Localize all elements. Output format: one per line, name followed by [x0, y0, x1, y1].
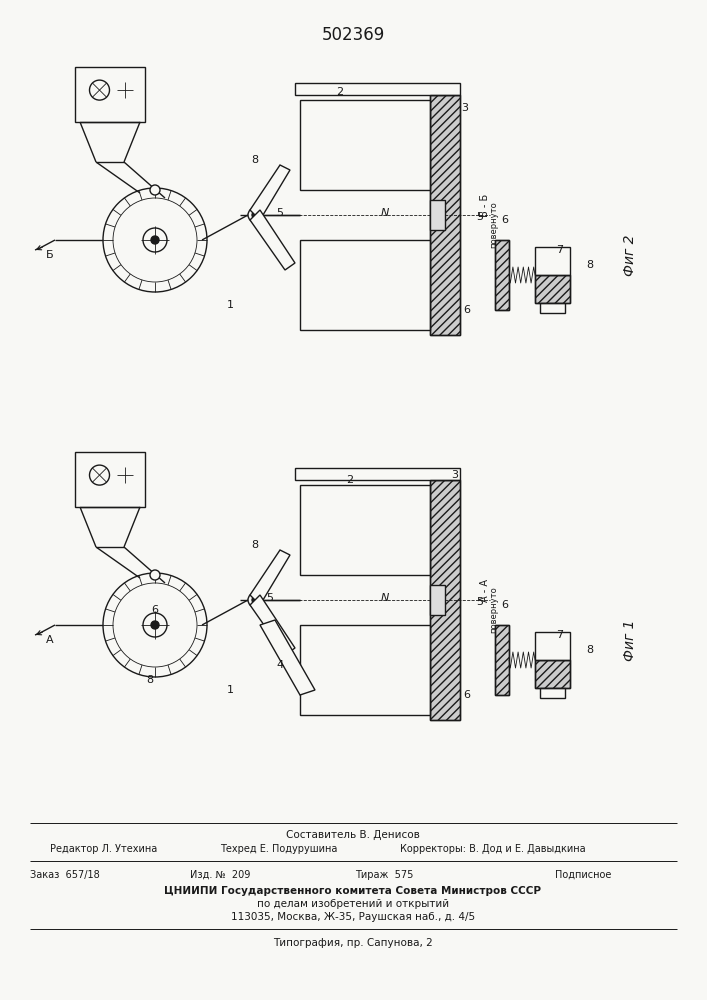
Circle shape: [252, 212, 258, 218]
Text: 7: 7: [556, 245, 563, 255]
Text: 3: 3: [462, 103, 469, 113]
Bar: [535, 632, 570, 660]
Bar: [540, 688, 565, 698]
Bar: [535, 275, 570, 303]
Bar: [535, 660, 570, 688]
Bar: [415, 630, 430, 710]
Text: Фиг 2: Фиг 2: [623, 234, 637, 276]
Text: 6: 6: [464, 305, 470, 315]
Text: по делам изобретений и открытий: по делам изобретений и открытий: [257, 899, 449, 909]
Circle shape: [252, 597, 258, 603]
Bar: [535, 660, 570, 688]
Bar: [495, 625, 509, 695]
Bar: [495, 240, 509, 310]
Polygon shape: [260, 620, 315, 695]
Circle shape: [143, 613, 167, 637]
Bar: [430, 95, 460, 335]
Text: ЦНИИПИ Государственного комитета Совета Министров СССР: ЦНИИПИ Государственного комитета Совета …: [165, 886, 542, 896]
Bar: [300, 485, 430, 575]
Bar: [535, 247, 570, 275]
Text: 8: 8: [586, 260, 594, 270]
Text: А - А: А - А: [480, 578, 490, 601]
Circle shape: [248, 593, 262, 607]
Circle shape: [150, 185, 160, 195]
Bar: [295, 83, 460, 95]
Text: 6: 6: [464, 690, 470, 700]
Text: 6: 6: [501, 215, 508, 225]
Text: 2: 2: [346, 475, 354, 485]
Bar: [300, 625, 430, 715]
Text: 8: 8: [252, 540, 259, 550]
Text: 6: 6: [501, 600, 508, 610]
Circle shape: [151, 621, 159, 629]
Text: Подписное: Подписное: [555, 870, 612, 880]
Text: 8: 8: [146, 675, 153, 685]
Circle shape: [151, 236, 159, 244]
Text: Типография, пр. Сапунова, 2: Типография, пр. Сапунова, 2: [273, 938, 433, 948]
Text: 8: 8: [586, 645, 594, 655]
Bar: [300, 240, 430, 330]
Bar: [535, 275, 570, 303]
Polygon shape: [250, 210, 295, 270]
Text: N: N: [381, 593, 389, 603]
Text: Заказ  657/18: Заказ 657/18: [30, 870, 100, 880]
Text: Составитель В. Денисов: Составитель В. Денисов: [286, 830, 420, 840]
Polygon shape: [250, 550, 290, 605]
Text: 5: 5: [477, 212, 484, 222]
Text: 8: 8: [252, 155, 259, 165]
Text: Изд. №  209: Изд. № 209: [190, 870, 250, 880]
Polygon shape: [250, 165, 290, 220]
Text: 1: 1: [226, 685, 233, 695]
Text: Б - Б: Б - Б: [480, 193, 490, 217]
Bar: [300, 100, 430, 190]
Text: Б: Б: [46, 250, 54, 260]
Bar: [295, 468, 460, 480]
Bar: [430, 480, 460, 720]
Text: 1: 1: [226, 300, 233, 310]
Text: 7: 7: [556, 630, 563, 640]
Circle shape: [248, 208, 262, 222]
Text: 5: 5: [267, 593, 274, 603]
Text: 5: 5: [276, 208, 284, 218]
Text: Фиг 1: Фиг 1: [623, 619, 637, 661]
Bar: [495, 625, 509, 695]
Bar: [430, 200, 445, 230]
Text: Редактор Л. Утехина: Редактор Л. Утехина: [50, 844, 157, 854]
Text: 4: 4: [276, 660, 284, 670]
Text: 113035, Москва, Ж-35, Раушская наб., д. 4/5: 113035, Москва, Ж-35, Раушская наб., д. …: [231, 912, 475, 922]
Bar: [540, 303, 565, 313]
Circle shape: [103, 573, 207, 677]
Text: повернуто: повернуто: [489, 202, 498, 248]
Bar: [495, 240, 509, 310]
Text: 5: 5: [477, 597, 484, 607]
Text: А: А: [46, 635, 54, 645]
Bar: [430, 480, 460, 720]
Circle shape: [103, 188, 207, 292]
Circle shape: [143, 228, 167, 252]
Bar: [415, 245, 430, 325]
Text: повернуто: повернуто: [489, 587, 498, 633]
Text: 3: 3: [452, 470, 459, 480]
Circle shape: [150, 570, 160, 580]
Text: Техред Е. Подурушина: Техред Е. Подурушина: [220, 844, 337, 854]
Bar: [75, 452, 145, 507]
Text: Корректоры: В. Дод и Е. Давыдкина: Корректоры: В. Дод и Е. Давыдкина: [400, 844, 585, 854]
Bar: [430, 585, 445, 615]
Polygon shape: [250, 595, 295, 655]
Text: N: N: [381, 208, 389, 218]
Bar: [75, 67, 145, 122]
Text: 2: 2: [337, 87, 344, 97]
Text: Тираж  575: Тираж 575: [355, 870, 414, 880]
Bar: [430, 95, 460, 335]
Text: 6: 6: [151, 605, 158, 615]
Text: 502369: 502369: [322, 26, 385, 44]
